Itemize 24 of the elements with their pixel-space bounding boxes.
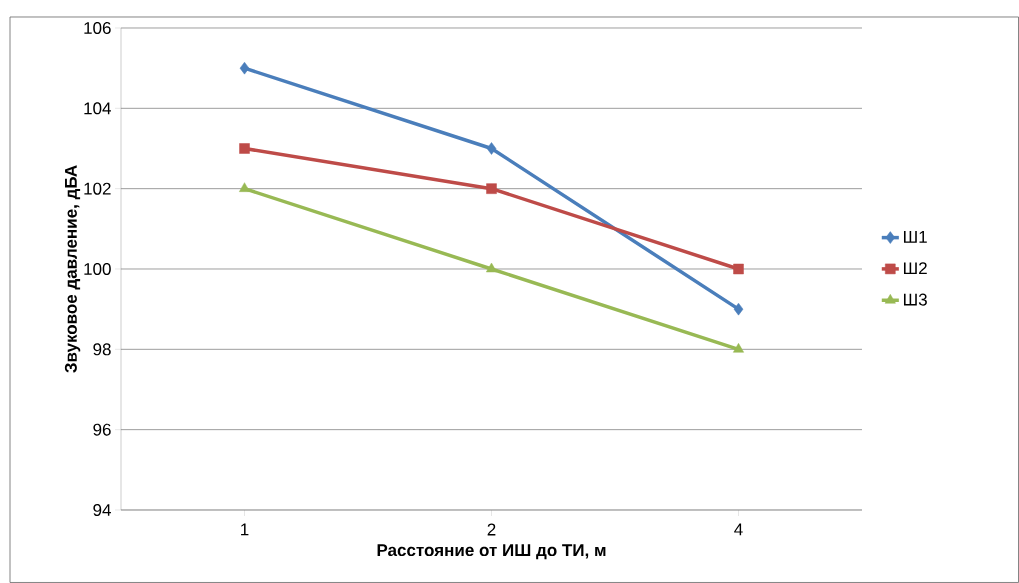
x-tick-label: 2 xyxy=(487,523,496,536)
y-tick-label: 104 xyxy=(84,102,111,115)
y-tick-label: 100 xyxy=(84,262,111,276)
point xyxy=(733,343,744,353)
y-tick-label: 106 xyxy=(84,21,111,35)
y-tick-label: 96 xyxy=(93,423,111,436)
y-tick-label: 98 xyxy=(93,343,111,356)
y-tick-label: 102 xyxy=(84,182,111,195)
legend-label: Ш2 xyxy=(903,262,927,275)
y-tick-label: 94 xyxy=(93,503,111,517)
x-tick-label: 4 xyxy=(734,523,743,536)
legend-label: Ш3 xyxy=(903,293,927,306)
y-axis-title: Звуковое давление, дБА xyxy=(64,165,81,373)
point xyxy=(486,183,497,194)
x-axis-title: Расстояние от ИШ до ТИ, м xyxy=(377,544,606,560)
point xyxy=(486,142,497,155)
point xyxy=(486,262,497,273)
point xyxy=(239,143,250,154)
point xyxy=(239,182,250,192)
point xyxy=(733,302,744,316)
legend-label: Ш1 xyxy=(903,231,927,243)
point xyxy=(239,61,250,75)
x-tick-label: 1 xyxy=(241,523,249,536)
point xyxy=(733,263,744,275)
